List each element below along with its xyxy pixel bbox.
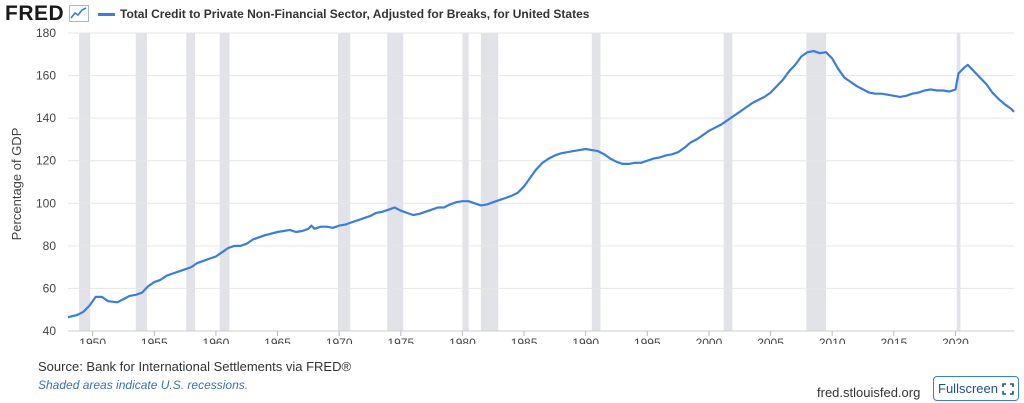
recession-band	[337, 33, 351, 331]
recession-band	[135, 33, 147, 331]
y-tick-label: 180	[36, 26, 56, 40]
legend-line-swatch	[98, 12, 115, 16]
x-tick-label: 1960	[203, 336, 230, 344]
expand-icon	[1002, 382, 1014, 395]
x-tick-label: 1995	[634, 336, 661, 344]
y-tick-label: 120	[36, 154, 56, 168]
recession-band	[806, 33, 827, 331]
y-axis: 40 60 80 100 120 140 160 180	[36, 26, 56, 338]
y-tick-label: 100	[36, 196, 56, 210]
recession-note: Shaded areas indicate U.S. recessions.	[38, 378, 249, 392]
y-tick-label: 140	[36, 111, 56, 125]
chart-header: FRED Total Credit to Private Non-Financi…	[0, 0, 1024, 30]
recession-band	[387, 33, 404, 331]
x-tick-label: 2015	[880, 336, 907, 344]
chart-legend: Total Credit to Private Non-Financial Se…	[98, 7, 589, 21]
y-tick-label: 60	[43, 281, 57, 295]
x-tick-label: 1965	[264, 336, 291, 344]
recession-band	[79, 33, 91, 331]
grid-lines	[68, 32, 1014, 332]
recession-band	[956, 33, 961, 331]
x-tick-label: 2010	[819, 336, 846, 344]
legend-series-label: Total Credit to Private Non-Financial Se…	[120, 7, 590, 21]
x-tick-label: 1975	[387, 336, 414, 344]
series-line[interactable]	[67, 50, 1015, 319]
fullscreen-label: Fullscreen	[938, 381, 998, 396]
y-axis-title: Percentage of GDP	[9, 128, 24, 241]
x-tick-label: 2020	[942, 336, 969, 344]
recession-band	[462, 33, 469, 331]
x-tick-label: 1990	[572, 336, 599, 344]
site-url[interactable]: fred.stlouisfed.org	[817, 385, 921, 400]
x-tick-label: 2000	[696, 336, 723, 344]
x-tick-label: 1950	[79, 336, 106, 344]
fred-logo[interactable]: FRED	[5, 2, 65, 25]
y-tick-label: 40	[43, 324, 57, 338]
recession-band	[480, 33, 499, 331]
recession-band	[591, 33, 601, 331]
recession-band	[219, 33, 230, 331]
recession-band	[186, 33, 195, 331]
source-note: Source: Bank for International Settlemen…	[38, 359, 352, 374]
x-axis: 1950 1955 1960 1965 1970 1975 1980 1985 1990 1995…	[68, 330, 1014, 344]
x-tick-label: 1955	[141, 336, 168, 344]
y-tick-label: 80	[43, 239, 57, 253]
recession-band	[723, 33, 733, 331]
x-tick-label: 1985	[511, 336, 538, 344]
series-layer	[67, 50, 1015, 319]
x-tick-label: 1980	[449, 336, 476, 344]
y-tick-label: 160	[36, 69, 56, 83]
x-tick-label: 1970	[326, 336, 353, 344]
fullscreen-button[interactable]: Fullscreen	[933, 376, 1019, 401]
x-tick-label: 2005	[757, 336, 784, 344]
recession-bands	[79, 33, 961, 331]
line-chart-icon	[69, 5, 89, 22]
